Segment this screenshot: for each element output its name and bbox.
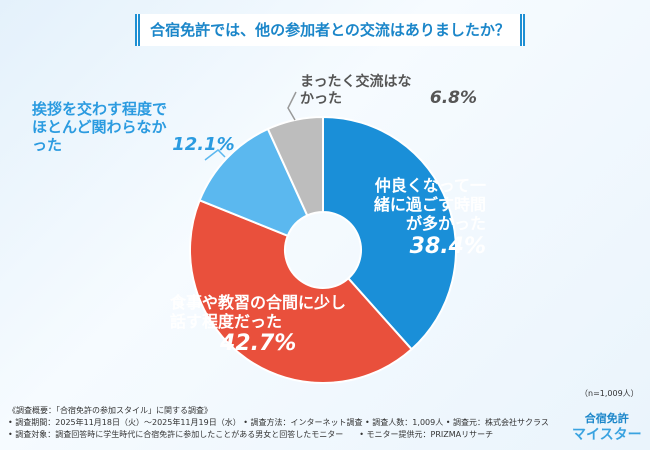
logo: 合宿免許 マイスター — [572, 412, 642, 443]
sample-size: （n=1,009人） — [580, 389, 639, 398]
footnote: • 調査期間：2025年11月18日（火）〜2025年11月19日（水） • 調… — [8, 418, 549, 427]
slice-label-0: 仲良くなって一緒に過ごす時間が多かった 38.4% — [373, 176, 486, 259]
slice-label-1: 食事や教習の合間に少し話す程度だった 42.7% — [170, 293, 347, 357]
footnotes: 《調査概要：「合宿免許の参加スタイル」に関する調査》 • 調査期間：2025年1… — [8, 405, 549, 441]
chart-title: 合宿免許では、他の参加者との交流はありましたか？ — [135, 14, 525, 46]
slice-1 — [189, 198, 413, 384]
slice-0 — [322, 115, 457, 351]
slice-2 — [198, 127, 309, 238]
leader-line-3 — [287, 91, 297, 121]
leader-line-2 — [204, 149, 226, 161]
footnote: 《調査概要：「合宿免許の参加スタイル」に関する調査》 — [8, 406, 212, 415]
slice-3 — [266, 115, 324, 217]
footnote: • 調査対象：調査回答時に学生時代に合宿免許に参加したことがある男女と回答したモ… — [8, 430, 494, 439]
slice-label-2: 挨拶を交わす程度でほとんど関わらなかった 12.1% — [32, 100, 235, 155]
slice-label-3: まったく交流はなかった 6.8% — [300, 74, 478, 108]
